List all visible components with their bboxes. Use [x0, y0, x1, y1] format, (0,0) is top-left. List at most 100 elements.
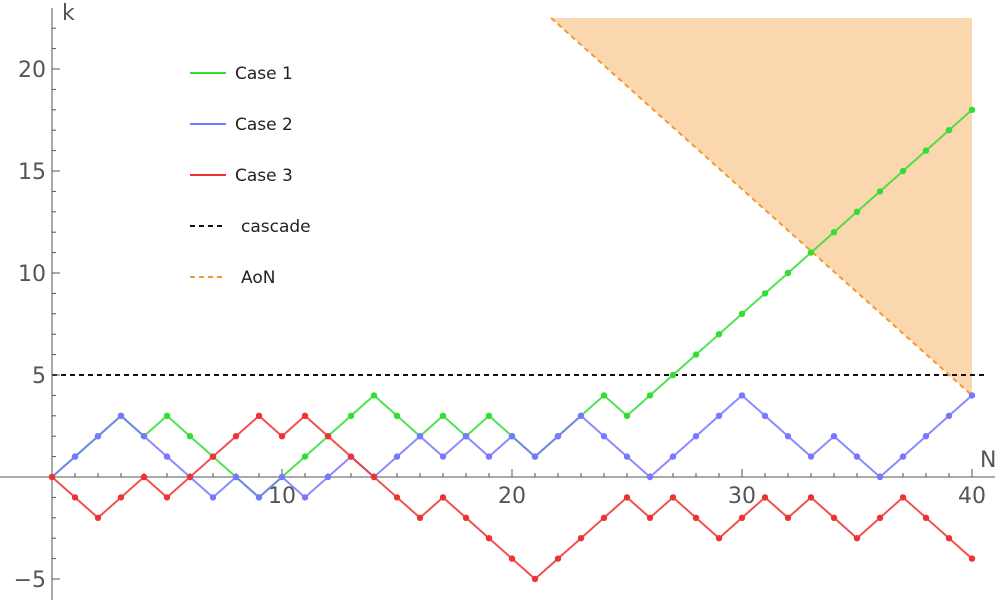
case-2-point — [715, 412, 723, 419]
legend: Case 1 Case 2 Case 3 cascade AoN — [190, 64, 311, 288]
case-2-point — [807, 453, 815, 460]
x-tick-label: 40 — [958, 484, 986, 509]
case-2-point — [531, 453, 539, 460]
case-3-point — [71, 494, 79, 501]
case-2-point — [876, 473, 884, 481]
case-1-point — [623, 412, 631, 419]
case-3-point — [117, 494, 125, 501]
x-tick-label: 20 — [498, 484, 526, 509]
case-1-point — [807, 249, 815, 256]
aon-line — [550, 17, 973, 397]
case-3-point — [186, 473, 194, 481]
case-2-point — [577, 412, 585, 419]
case-3-point — [761, 494, 769, 501]
case-2-point — [163, 453, 171, 460]
case-2-point — [117, 412, 125, 419]
case-3-point — [968, 555, 976, 562]
case-2-point — [301, 494, 309, 501]
case-1-point — [669, 371, 677, 379]
case-3-point — [600, 514, 608, 521]
case-3-point — [370, 473, 378, 481]
legend-label-case-2: Case 2 — [235, 115, 293, 135]
case-3-point — [163, 494, 171, 501]
case-3-point — [439, 494, 447, 501]
case-3-point — [623, 494, 631, 501]
case-3-point — [830, 514, 838, 521]
case-1-point — [393, 412, 401, 419]
case-1-point — [163, 412, 171, 419]
case-2-point — [462, 433, 470, 440]
case-1-point — [830, 229, 838, 236]
case-2-point — [646, 473, 654, 481]
case-3-point — [232, 433, 240, 440]
case-3-point — [807, 494, 815, 501]
case-1-point — [186, 433, 194, 440]
case-1-point — [715, 331, 723, 338]
case-2-point — [439, 453, 447, 460]
case-3-point — [899, 494, 907, 501]
case-1-point — [853, 208, 861, 215]
case-2-point — [71, 453, 79, 460]
case-1-point — [370, 392, 378, 399]
case-3-point — [876, 514, 884, 521]
y-tick-label: 15 — [18, 160, 46, 185]
legend-label-case-1: Case 1 — [235, 64, 293, 84]
legend-label-case-3: Case 3 — [235, 166, 293, 186]
case-2-point — [94, 433, 102, 440]
case-3-point — [255, 412, 263, 419]
case-2-point — [393, 453, 401, 460]
case-3-point — [209, 453, 217, 460]
x-tick-label: 30 — [728, 484, 756, 509]
y-tick-label: 5 — [32, 364, 46, 389]
x-axis-label: N — [980, 448, 996, 473]
case-3-point — [784, 514, 792, 521]
case-2-point — [830, 433, 838, 440]
case-3-point — [485, 535, 493, 542]
case-1-point — [761, 290, 769, 297]
case-2-point — [968, 392, 976, 399]
y-tick-label: −5 — [14, 568, 46, 593]
case-3-point — [715, 535, 723, 542]
case-3-point — [692, 514, 700, 521]
case-2-point — [140, 433, 148, 440]
reference-lines-layer — [52, 17, 986, 397]
case-3-point — [416, 514, 424, 521]
case-3-point — [577, 535, 585, 542]
case-3-point — [922, 514, 930, 521]
case-2-point — [692, 433, 700, 440]
case-3-point — [94, 514, 102, 521]
case-3-point — [462, 514, 470, 521]
case-1-point — [968, 106, 976, 114]
case-3-point — [140, 473, 148, 481]
case-2-point — [945, 412, 953, 419]
case-2-point — [600, 433, 608, 440]
case-2-point — [623, 453, 631, 460]
case-3-point — [48, 473, 56, 481]
case-2-point — [324, 473, 332, 481]
case-2-point — [485, 453, 493, 460]
case-2-point — [255, 494, 263, 501]
case-1-point — [347, 412, 355, 419]
case-1-point — [301, 453, 309, 460]
case-3-point — [853, 535, 861, 542]
case-2-point — [853, 453, 861, 460]
case-1-point — [945, 127, 953, 134]
case-1-point — [439, 412, 447, 419]
case-3-point — [347, 453, 355, 460]
case-3-point — [554, 555, 562, 562]
case-1-point — [784, 269, 792, 277]
case-2-point — [209, 494, 217, 501]
case-2-point — [738, 392, 746, 399]
case-2-point — [761, 412, 769, 419]
case-2-point — [416, 433, 424, 440]
y-tick-label: 20 — [18, 58, 46, 83]
case-2-point — [899, 453, 907, 460]
case-3-point — [301, 412, 309, 419]
case-2-line — [51, 394, 973, 499]
y-axis-label: k — [62, 1, 75, 26]
case-3-point — [278, 433, 286, 440]
case-2-point — [922, 433, 930, 440]
case-1-point — [922, 147, 930, 154]
series-layer — [48, 106, 976, 583]
